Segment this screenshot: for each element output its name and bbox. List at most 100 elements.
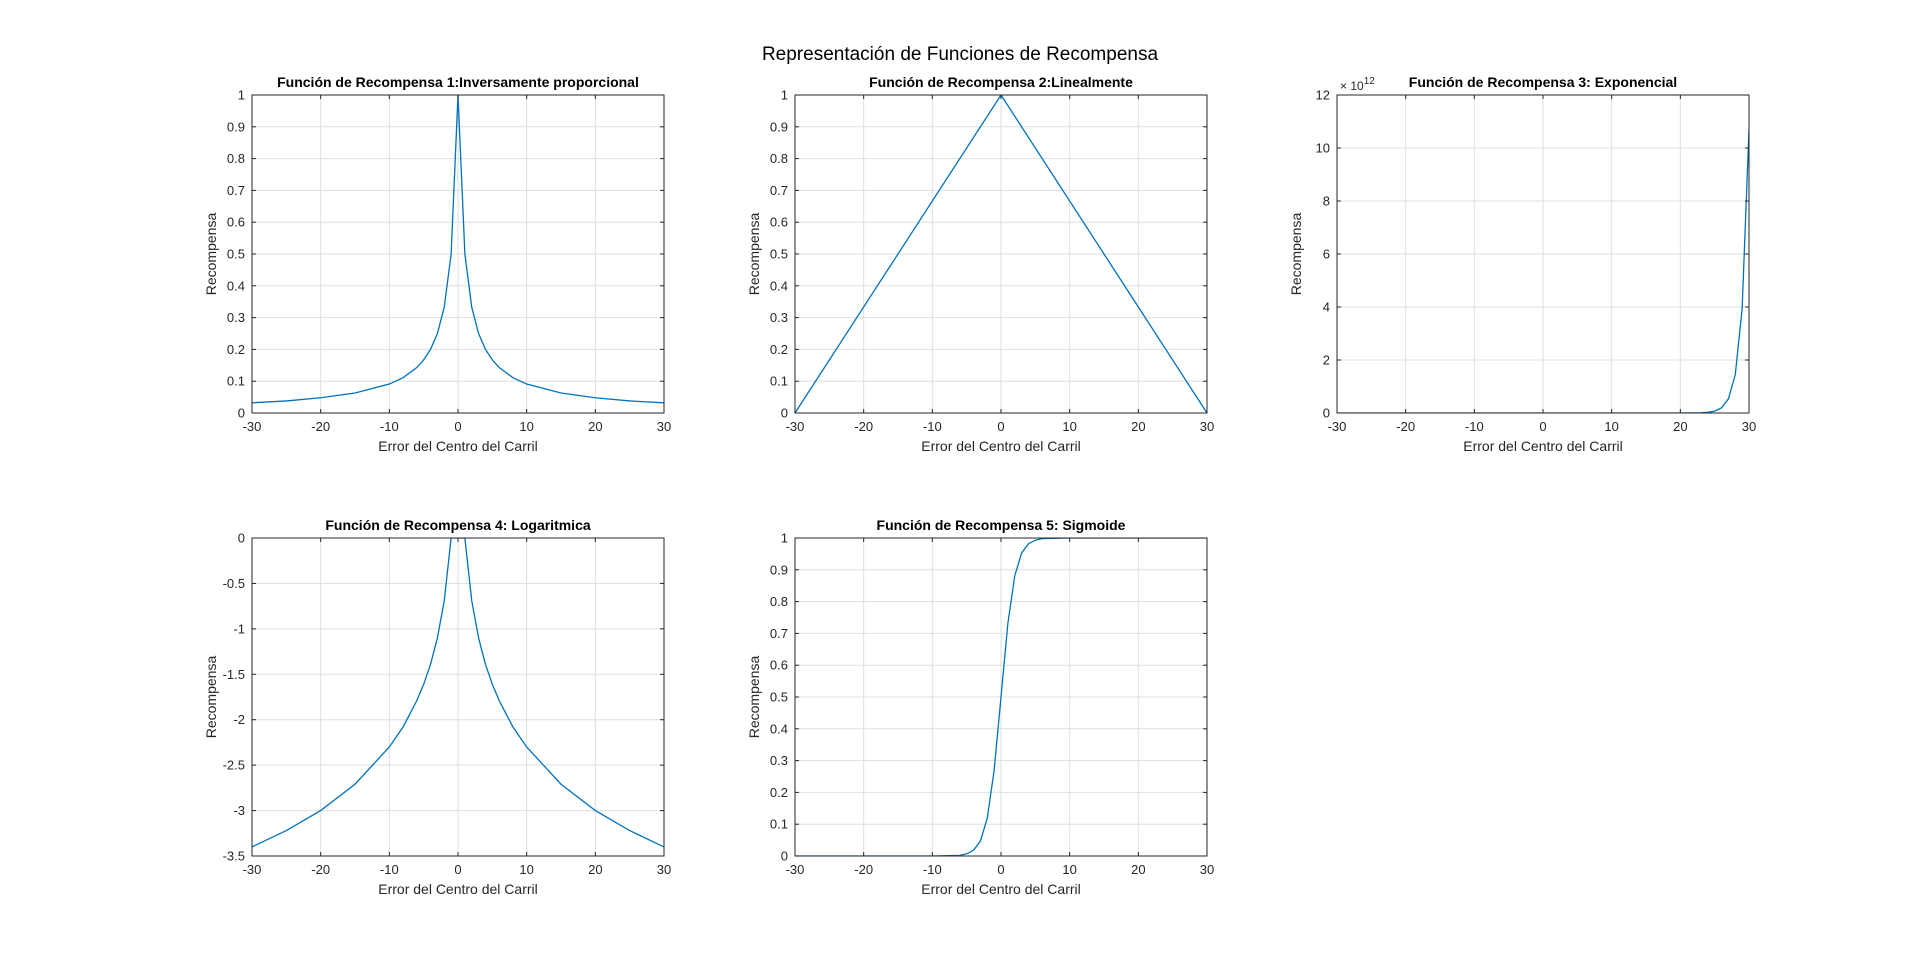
series-line (795, 538, 1207, 856)
x-tick-label: -10 (923, 862, 942, 877)
x-tick-label: -20 (1396, 419, 1415, 434)
series-line (795, 95, 1207, 413)
y-tick-label: 0.5 (770, 690, 788, 705)
x-tick-label: -20 (854, 419, 873, 434)
x-tick-label: 30 (1742, 419, 1756, 434)
y-tick-label: -3 (233, 803, 245, 818)
y-tick-label: -1 (233, 621, 245, 636)
x-tick-label: 10 (1604, 419, 1618, 434)
y-tick-label: -2.5 (223, 758, 245, 773)
y-tick-label: 0.9 (770, 119, 788, 134)
x-axis-label: Error del Centro del Carril (921, 438, 1081, 454)
y-tick-label: 0 (781, 406, 788, 421)
y-tick-label: 0.3 (770, 310, 788, 325)
y-tick-label: 8 (1323, 194, 1330, 209)
x-tick-label: 10 (519, 419, 533, 434)
y-tick-label: 0.6 (770, 215, 788, 230)
y-exponent-power: 12 (1364, 76, 1376, 87)
y-tick-label: 1 (238, 88, 245, 103)
x-tick-label: 0 (997, 419, 1004, 434)
y-tick-label: 0.3 (227, 310, 245, 325)
y-tick-label: 0.7 (770, 626, 788, 641)
x-axis-label: Error del Centro del Carril (1463, 438, 1623, 454)
y-tick-label: 4 (1323, 300, 1330, 315)
y-tick-label: 1 (781, 88, 788, 103)
y-tick-label: 0.1 (227, 374, 245, 389)
x-tick-label: 30 (1200, 419, 1214, 434)
y-tick-label: -0.5 (223, 576, 245, 591)
y-tick-label: 0.2 (227, 342, 245, 357)
subplot-title: Función de Recompensa 2:Linealmente (869, 74, 1133, 90)
y-tick-label: 0.1 (770, 374, 788, 389)
subplot-r2: -30 -20 -10 0 10 20 30 0 0.1 0.2 0.3 0.4 0.5 0.6 0.7 0.… (746, 74, 1214, 454)
y-tick-label: 2 (1323, 353, 1330, 368)
y-tick-label: -3.5 (223, 849, 245, 864)
x-tick-label: -10 (923, 419, 942, 434)
x-tick-label: -10 (380, 419, 399, 434)
y-tick-label: 0.7 (770, 183, 788, 198)
y-tick-label: 12 (1316, 88, 1330, 103)
x-tick-label: -20 (854, 862, 873, 877)
y-axis-label: Recompensa (746, 656, 762, 739)
y-tick-label: 0 (781, 849, 788, 864)
y-tick-label: 0.8 (770, 594, 788, 609)
y-tick-label: 0.5 (227, 247, 245, 262)
series-line (252, 95, 664, 404)
x-tick-label: 20 (1131, 419, 1145, 434)
y-exponent-base: × 10 (1340, 79, 1364, 93)
y-tick-label: 0.2 (770, 342, 788, 357)
y-tick-label: 0.8 (227, 151, 245, 166)
y-axis-label: Recompensa (203, 656, 219, 739)
x-tick-label: 20 (1131, 862, 1145, 877)
y-tick-label: 0.9 (227, 119, 245, 134)
y-tick-label: 0.6 (227, 215, 245, 230)
x-tick-label: 0 (997, 862, 1004, 877)
y-tick-label: 0.5 (770, 247, 788, 262)
x-tick-label: -30 (786, 862, 805, 877)
x-tick-label: -20 (311, 862, 330, 877)
subplot-title: Función de Recompensa 3: Exponencial (1409, 74, 1677, 90)
x-tick-label: 10 (1062, 419, 1076, 434)
x-tick-label: 10 (519, 862, 533, 877)
y-tick-label: -1.5 (223, 667, 245, 682)
subplot-r4: -30 -20 -10 0 10 20 30 -3.5 -3 -2.5 -2 -1.5 -1 -0.5 0 F… (203, 517, 671, 897)
y-exponent-label: × 1012 (1340, 76, 1375, 93)
y-axis-label: Recompensa (746, 213, 762, 296)
y-tick-label: 0 (238, 531, 245, 546)
y-tick-label: -2 (233, 712, 245, 727)
y-tick-label: 0.3 (770, 753, 788, 768)
x-tick-label: 10 (1062, 862, 1076, 877)
x-tick-label: 30 (1200, 862, 1214, 877)
x-tick-label: 0 (454, 862, 461, 877)
y-tick-label: 0.1 (770, 817, 788, 832)
y-tick-label: 0.9 (770, 562, 788, 577)
y-tick-label: 6 (1323, 247, 1330, 262)
y-tick-label: 0.4 (227, 278, 245, 293)
series-line (252, 538, 664, 848)
x-axis-label: Error del Centro del Carril (378, 438, 538, 454)
figure-title: Representación de Funciones de Recompens… (762, 44, 1159, 65)
subplot-title: Función de Recompensa 4: Logaritmica (325, 517, 590, 533)
x-tick-label: 20 (588, 862, 602, 877)
x-tick-label: -30 (786, 419, 805, 434)
x-tick-label: -10 (380, 862, 399, 877)
x-tick-label: 0 (454, 419, 461, 434)
y-tick-label: 0.6 (770, 658, 788, 673)
y-axis-label: Recompensa (203, 213, 219, 296)
subplot-r1: -30 -20 -10 0 10 20 30 0 0.1 0.2 0.3 0.4 0.5 0.6 0.7 0.… (203, 74, 671, 454)
y-tick-label: 0.4 (770, 721, 788, 736)
x-tick-label: 30 (657, 862, 671, 877)
y-tick-label: 0 (238, 406, 245, 421)
y-tick-label: 0.2 (770, 785, 788, 800)
y-axis-label: Recompensa (1288, 213, 1304, 296)
x-tick-label: -30 (243, 419, 262, 434)
x-tick-label: 20 (588, 419, 602, 434)
x-tick-label: 20 (1673, 419, 1687, 434)
x-tick-label: -10 (1465, 419, 1484, 434)
y-tick-label: 1 (781, 531, 788, 546)
subplot-r5: -30 -20 -10 0 10 20 30 0 0.1 0.2 0.3 0.4 0.5 0.6 0.7 0.… (746, 517, 1214, 897)
x-tick-label: 0 (1539, 419, 1546, 434)
x-tick-label: 30 (657, 419, 671, 434)
